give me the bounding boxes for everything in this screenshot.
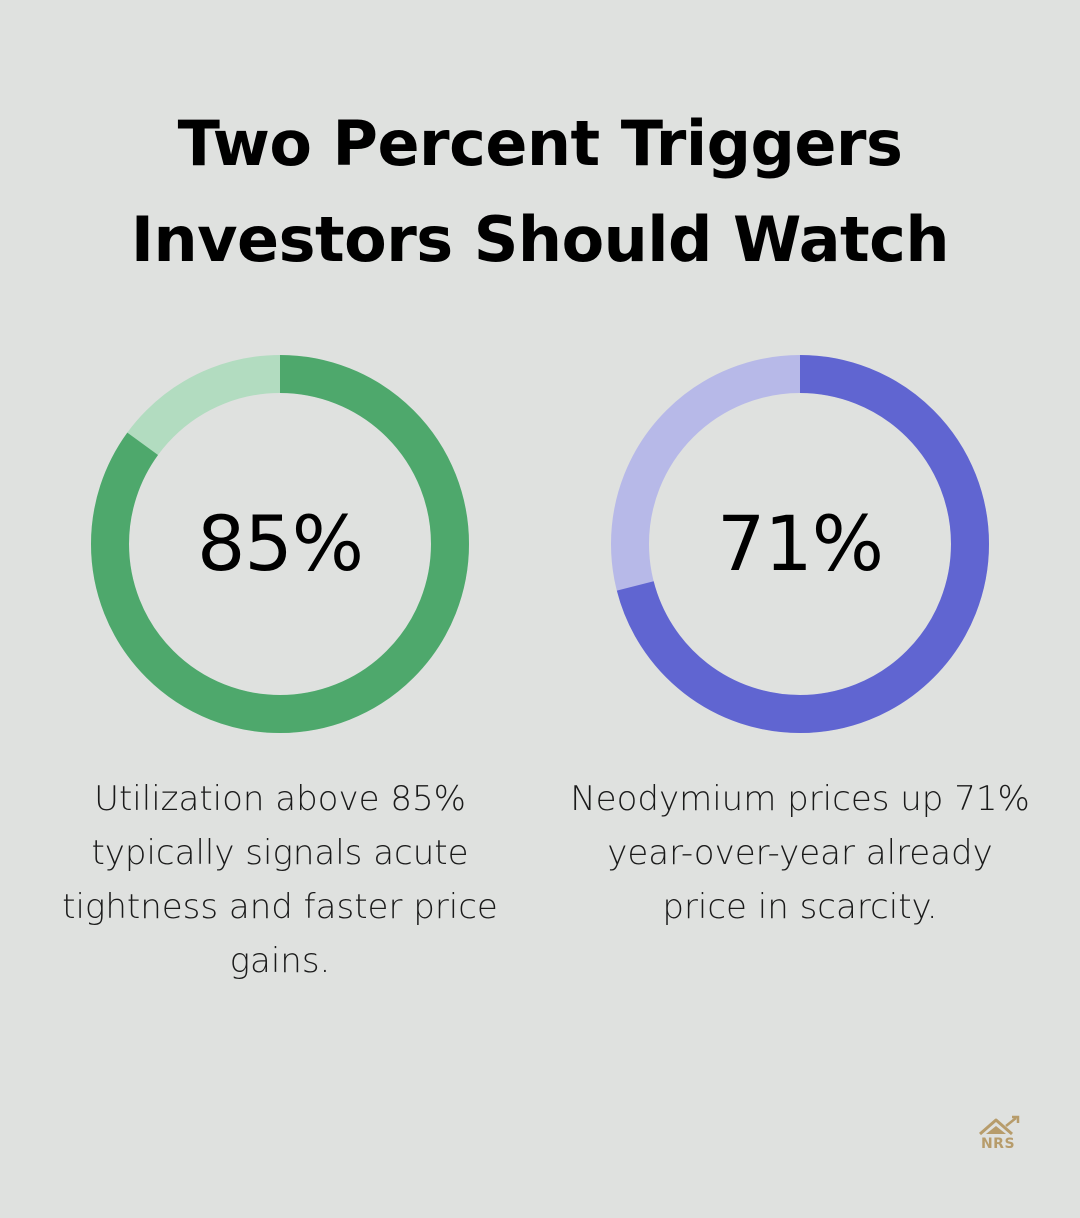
title-line-2: Investors Should Watch (130, 203, 950, 276)
donut-value-label: 71% (717, 499, 884, 588)
house-chart-icon (979, 1115, 1020, 1136)
donut-arc (91, 355, 469, 733)
donut-svg-neodymium (611, 355, 989, 733)
title-line-1: Two Percent Triggers (177, 107, 903, 180)
donut-arc (611, 355, 989, 733)
brand-logo: NRS (972, 1114, 1024, 1156)
logo-text: NRS (980, 1136, 1016, 1152)
donut-chart-neodymium: 71% (611, 355, 989, 733)
donut-value-label: 85% (197, 499, 364, 588)
caption-neodymium: Neodymium prices up 71% year-over-year a… (570, 779, 1030, 927)
caption-utilization: Utilization above 85% typically signals … (62, 779, 498, 981)
donut-chart-utilization: 85% (91, 355, 469, 733)
donut-svg-utilization (91, 355, 469, 733)
page-title: Two Percent Triggers Investors Should Wa… (0, 96, 1080, 288)
